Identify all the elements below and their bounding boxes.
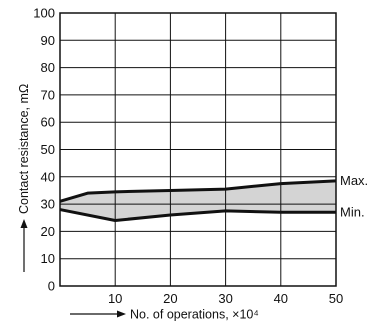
y-tick-label: 80 [41,60,55,75]
y-tick-label: 70 [41,87,55,102]
plot-frame [59,12,337,287]
y-tick-label: 100 [33,6,55,21]
max-series-label: Max. [340,173,368,188]
x-axis-arrow-head [117,310,126,318]
y-tick-label: 0 [48,279,55,294]
x-tick-label: 50 [329,291,343,306]
x-axis-label: No. of operations, ×10⁴ [130,308,259,322]
y-axis-arrow-head [20,219,28,228]
x-tick-label: 40 [274,291,288,306]
y-tick-label: 50 [41,142,55,157]
y-tick-label: 60 [41,115,55,130]
x-tick-label: 20 [163,291,177,306]
y-tick-label: 20 [41,224,55,239]
y-axis-label: Contact resistance, mΩ [17,84,31,214]
y-tick-label: 40 [41,169,55,184]
y-tick-label: 90 [41,33,55,48]
min-series-label: Min. [340,204,365,219]
x-tick-label: 30 [218,291,232,306]
max-series-line [59,179,337,203]
range-band [60,180,336,221]
min-series-line [59,208,336,222]
y-tick-label: 10 [41,251,55,266]
x-tick-label: 10 [108,291,122,306]
y-tick-label: 30 [41,197,55,212]
